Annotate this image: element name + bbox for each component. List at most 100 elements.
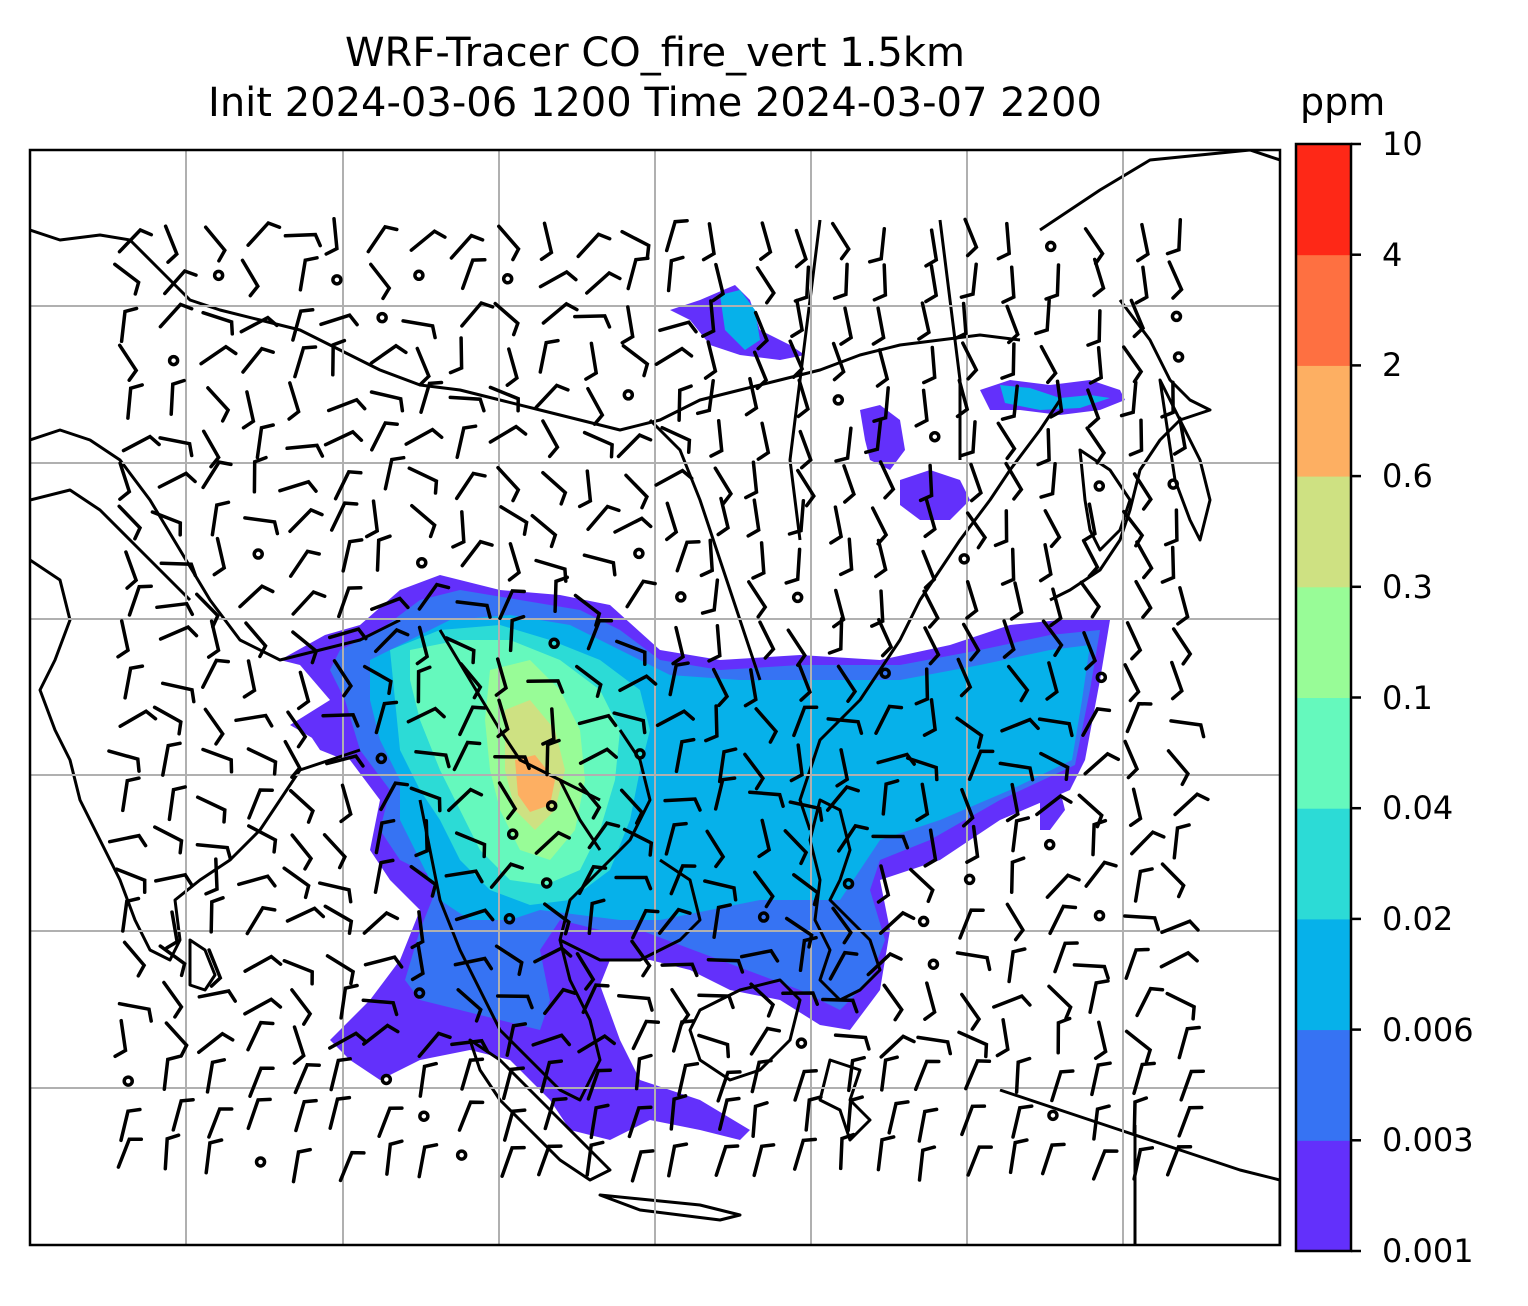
wind-barb [124, 550, 139, 590]
wind-barb [969, 462, 983, 503]
calm-wind-marker [634, 748, 646, 760]
wind-barb [171, 1097, 195, 1132]
wind-barb [444, 869, 484, 884]
wind-barb [917, 1107, 939, 1143]
wind-barb [879, 1034, 916, 1059]
colorbar-tick-label: 4 [1382, 235, 1403, 274]
wind-barb [1125, 701, 1153, 734]
colorbar-tick-label: 0.001 [1382, 1232, 1474, 1270]
wind-barb [541, 419, 560, 459]
wind-barb [1172, 416, 1187, 456]
calm-wind-marker [545, 800, 558, 812]
wind-barb [757, 818, 772, 859]
wind-barb [960, 787, 975, 828]
wind-barb [1092, 1104, 1111, 1141]
wind-barb [578, 747, 618, 765]
wind-barb [460, 1057, 485, 1091]
wind-barb [756, 421, 771, 461]
wind-barb [494, 657, 509, 697]
wind-barb [704, 704, 719, 743]
wind-barb [617, 994, 654, 1012]
wind-barb [455, 600, 492, 619]
wind-barb [327, 627, 368, 641]
wind-barb [1000, 342, 1016, 380]
wind-barb [452, 740, 482, 772]
wind-barb [1048, 904, 1078, 936]
wind-barb [212, 536, 227, 577]
wind-barb [781, 991, 820, 1006]
wind-barb [663, 797, 702, 812]
wind-barb [743, 752, 766, 791]
wind-barb [363, 955, 404, 969]
wind-barb [961, 622, 981, 662]
calm-wind-marker [548, 637, 560, 650]
wind-barb [833, 1033, 871, 1051]
wind-barb [667, 1142, 689, 1178]
calm-wind-marker [1093, 909, 1106, 922]
wind-barb [1171, 627, 1193, 666]
calm-wind-marker [413, 269, 425, 282]
wind-barb [326, 397, 367, 413]
wind-barb [453, 956, 494, 971]
wind-barb [364, 499, 380, 539]
wind-barb [457, 1100, 485, 1132]
wind-barb [1036, 428, 1051, 467]
wind-barb [155, 601, 195, 617]
wind-barb [288, 788, 315, 824]
wind-barb [965, 824, 980, 864]
wind-barb [107, 833, 148, 848]
calm-wind-marker [254, 1156, 267, 1168]
wind-barb [577, 713, 618, 728]
wind-barb [1039, 751, 1070, 782]
wind-barb [967, 749, 995, 781]
calm-wind-marker [929, 430, 941, 443]
calm-wind-marker [503, 913, 516, 925]
wind-barb [244, 621, 268, 659]
wind-barb [880, 1055, 899, 1092]
wind-barb [1034, 298, 1051, 336]
wind-barb [404, 427, 444, 446]
wind-barb [864, 417, 883, 455]
wind-barb [586, 504, 621, 532]
wind-barb [871, 834, 910, 850]
wind-barb [158, 436, 194, 458]
wind-barb [459, 662, 483, 700]
wind-barb [846, 1095, 864, 1133]
wind-barb [121, 434, 161, 453]
wind-barb [586, 1068, 613, 1101]
wind-barb [575, 664, 603, 698]
wind-barb [1088, 979, 1110, 1014]
wind-barb [918, 463, 934, 503]
wind-barb [701, 222, 716, 262]
wind-barb [838, 1132, 856, 1171]
wind-barb [1123, 914, 1161, 932]
wind-barb [282, 866, 311, 900]
wind-barb [664, 821, 688, 856]
wind-barb [707, 624, 722, 663]
wind-barb [792, 873, 820, 907]
wind-barb [834, 426, 853, 463]
wind-barb [448, 395, 486, 413]
wind-barb [804, 1095, 823, 1132]
wind-barb [290, 833, 314, 871]
colorbar-segment [1296, 254, 1351, 366]
wind-barb [878, 460, 896, 500]
wind-barb [923, 828, 938, 868]
wind-barb [242, 659, 257, 699]
wind-barb [793, 265, 811, 303]
wind-barb [675, 540, 701, 573]
wind-barb [1128, 787, 1143, 828]
wind-barb [1160, 862, 1186, 899]
wind-barb [835, 748, 850, 788]
wind-barb [117, 1001, 153, 1023]
wind-barb [847, 1055, 866, 1093]
wind-barb [448, 336, 464, 375]
wind-barb [163, 268, 198, 296]
wind-barb [713, 466, 734, 506]
wind-barb [385, 1139, 404, 1176]
colorbar-tick-label: 0.1 [1382, 678, 1433, 717]
calm-wind-marker [832, 394, 845, 406]
wind-barb [876, 864, 891, 904]
wind-barb [784, 547, 802, 585]
